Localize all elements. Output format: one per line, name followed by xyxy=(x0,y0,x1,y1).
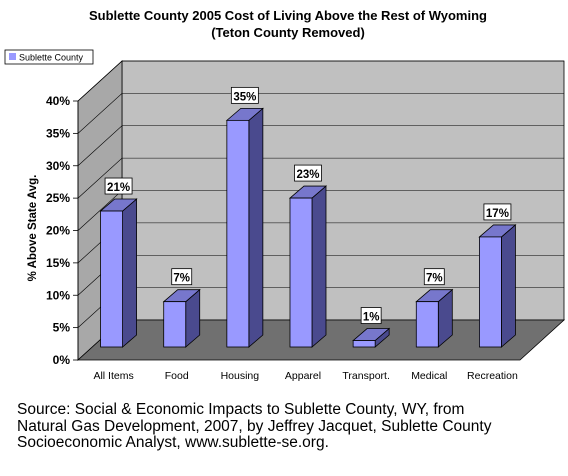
gridline xyxy=(77,125,564,166)
data-label-box xyxy=(423,268,445,286)
y-tick-label: 30% xyxy=(46,159,70,173)
bar-side xyxy=(122,198,137,348)
y-tick-label: 15% xyxy=(46,256,70,270)
chart-title: Sublette County 2005 Cost of Living Abov… xyxy=(89,8,487,23)
legend: Sublette County xyxy=(4,49,94,65)
y-tick-label: 0% xyxy=(53,353,71,367)
bar xyxy=(225,107,264,348)
x-tick-label: Recreation xyxy=(467,370,518,382)
bar-front xyxy=(100,210,123,348)
bar xyxy=(162,288,201,348)
data-label-box xyxy=(294,164,322,182)
y-axis-label: % Above State Avg. xyxy=(27,175,39,282)
data-label-box xyxy=(230,86,259,104)
data-label: 35% xyxy=(233,91,256,103)
x-tick-label: Transport. xyxy=(342,370,389,382)
gridline xyxy=(77,157,564,199)
bar xyxy=(415,288,454,348)
x-tick-label: Medical xyxy=(411,370,447,382)
bar-front xyxy=(163,301,187,348)
data-label: 7% xyxy=(426,273,443,285)
bar-side xyxy=(311,185,327,348)
data-label: 17% xyxy=(486,208,509,220)
bar-front xyxy=(479,236,502,348)
y-tick-label: 40% xyxy=(46,94,70,108)
y-tick-label: 25% xyxy=(46,191,70,205)
x-tick-label: Housing xyxy=(221,370,260,382)
bar-front xyxy=(289,197,313,348)
data-label-box xyxy=(104,177,133,195)
data-label-box xyxy=(483,203,512,221)
data-label: 23% xyxy=(296,169,319,181)
data-label-box xyxy=(360,307,382,324)
legend-label: Sublette County xyxy=(19,53,84,63)
gridline xyxy=(77,93,564,134)
bar xyxy=(478,224,517,348)
bar xyxy=(352,327,391,348)
source-note: Source: Social & Economic Impacts to Sub… xyxy=(17,401,492,451)
data-labels: 21% 7% 35% 23% 1% 7% 17% xyxy=(104,86,512,324)
bar-chart: Sublette County 2005 Cost of Living Abov… xyxy=(4,8,566,382)
data-label: 7% xyxy=(173,273,190,285)
legend-swatch xyxy=(9,53,16,60)
x-tick-label: Food xyxy=(165,370,189,382)
chart-subtitle: (Teton County Removed) xyxy=(211,25,365,40)
data-label: 21% xyxy=(107,182,130,194)
y-tick-label: 5% xyxy=(53,321,71,335)
y-tick-label: 20% xyxy=(46,224,70,238)
bar xyxy=(288,185,328,348)
y-axis: 0% 5% 10% 15% 20% 25% 30% 35% 40% xyxy=(46,94,79,367)
x-tick-label: All Items xyxy=(93,370,133,382)
y-tick-label: 10% xyxy=(46,288,70,302)
bar xyxy=(99,198,138,348)
data-label-box xyxy=(171,268,193,286)
x-tick-label: Apparel xyxy=(285,370,321,382)
bar-front xyxy=(352,340,376,348)
bar-front xyxy=(226,119,250,348)
gridline xyxy=(77,60,564,102)
x-axis: All Items Food Housing Apparel Transport. Med… xyxy=(93,370,518,382)
legend-box xyxy=(4,49,94,65)
y-tick-label: 35% xyxy=(46,126,70,140)
bars xyxy=(99,107,517,348)
bar-side xyxy=(248,107,264,348)
bar-front xyxy=(415,301,439,348)
bar-side xyxy=(501,224,516,348)
data-label: 1% xyxy=(363,312,380,324)
